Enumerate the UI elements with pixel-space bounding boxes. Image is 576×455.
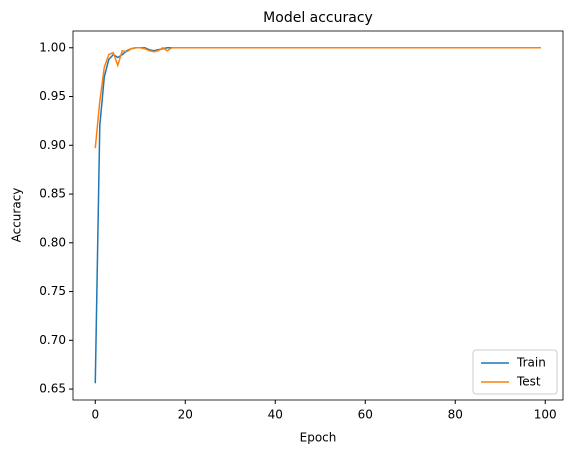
x-axis-label: Epoch — [300, 431, 337, 445]
x-tick-label: 20 — [178, 408, 193, 422]
y-tick-label: 0.95 — [39, 89, 66, 103]
legend-box — [472, 349, 558, 395]
y-tick-label: 0.85 — [39, 187, 66, 201]
y-tick-label: 0.75 — [39, 284, 66, 298]
data-line — [94, 47, 541, 384]
x-tick-label: 100 — [534, 408, 557, 422]
y-tick-label: 1.00 — [39, 40, 66, 54]
x-tick-label: 80 — [448, 408, 463, 422]
y-tick-label: 0.65 — [39, 382, 66, 396]
legend-label: Test — [516, 375, 541, 389]
y-tick-label: 0.70 — [39, 333, 66, 347]
chart-title: Model accuracy — [263, 10, 373, 26]
x-tick-label: 40 — [268, 408, 283, 422]
x-tick-label: 0 — [91, 408, 99, 422]
y-tick-label: 0.90 — [39, 138, 66, 152]
data-line — [94, 46, 541, 149]
y-tick-label: 0.80 — [39, 235, 66, 249]
y-axis-label: Accuracy — [10, 188, 24, 243]
x-tick-label: 60 — [358, 408, 373, 422]
legend-label: Train — [516, 356, 546, 370]
plot-frame — [72, 30, 564, 401]
